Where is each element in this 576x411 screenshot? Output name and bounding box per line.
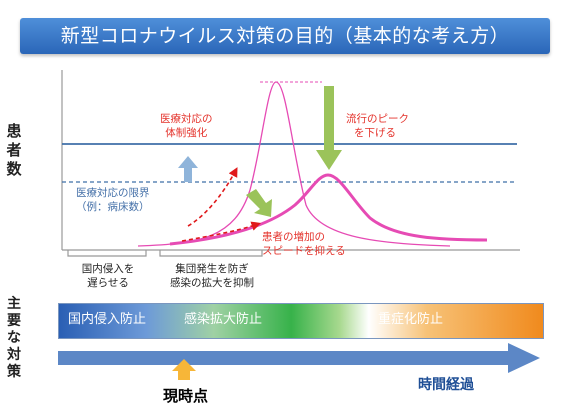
- measure-entry-prevention: 国内侵入防止: [68, 312, 147, 327]
- y-axis-label: 患 者 数: [4, 122, 24, 179]
- peak-lower-note: 流行のピーク を下げる: [346, 112, 409, 140]
- title-bar: 新型コロナウイルス対策の目的（基本的な考え方）: [20, 18, 550, 54]
- note-line: 流行のピーク: [346, 113, 409, 125]
- note-line: 医療対応の限界: [76, 187, 150, 199]
- y-axis-char: 数: [6, 160, 22, 178]
- down-arrow-icon: [316, 86, 342, 170]
- red-dashed-arrow-upper: [187, 167, 238, 227]
- note-line: 患者の増加の: [262, 231, 325, 243]
- note-line: 体制強化: [165, 127, 208, 139]
- slow-increase-note: 患者の増加の スピードを抑える: [262, 230, 346, 258]
- medical-strengthen-note: 医療対応の 体制強化: [160, 112, 213, 140]
- phase-line: 国内侵入を: [81, 263, 135, 275]
- note-line: （例：病床数）: [76, 201, 150, 213]
- measure-spread-prevention: 感染拡大防止: [184, 312, 263, 327]
- note-line: を下げる: [354, 127, 396, 139]
- bracket-suppress: [159, 250, 263, 257]
- y-axis-char: 者: [6, 141, 22, 159]
- now-label: 現時点: [163, 387, 209, 405]
- phase-line: 感染の拡大を抑制: [170, 277, 254, 289]
- measure-severity-prevention: 重症化防止: [378, 312, 444, 327]
- side-char: な: [7, 330, 21, 346]
- side-char: 策: [7, 364, 21, 380]
- y-axis-char: 患: [6, 122, 22, 140]
- capacity-limit-note: 医療対応の限界 （例：病床数）: [76, 186, 150, 214]
- phase-suppress-label: 集団発生を防ぎ 感染の拡大を抑制: [152, 262, 272, 290]
- side-char: 主: [7, 296, 21, 312]
- phase-delay-label: 国内侵入を 遅らせる: [66, 262, 150, 290]
- phase-line: 集団発生を防ぎ: [175, 263, 249, 275]
- bracket-delay: [67, 250, 147, 257]
- red-dashed-arrow-lower: [181, 221, 262, 242]
- timeline-arrow-icon: [58, 343, 540, 373]
- note-line: 医療対応の: [160, 113, 213, 125]
- note-line: スピードを抑える: [262, 245, 346, 257]
- measures-bar: [58, 303, 544, 339]
- diagonal-arrow-icon: [246, 189, 272, 217]
- now-marker-icon: [172, 359, 196, 380]
- side-char: 要: [7, 313, 21, 329]
- page-title: 新型コロナウイルス対策の目的（基本的な考え方）: [60, 25, 510, 47]
- side-char: 対: [7, 347, 21, 363]
- time-elapsed-label: 時間経過: [418, 377, 474, 393]
- phase-line: 遅らせる: [87, 277, 129, 289]
- up-arrow-icon: [178, 156, 198, 182]
- main-measures-label: 主 要 な 対 策: [4, 296, 24, 381]
